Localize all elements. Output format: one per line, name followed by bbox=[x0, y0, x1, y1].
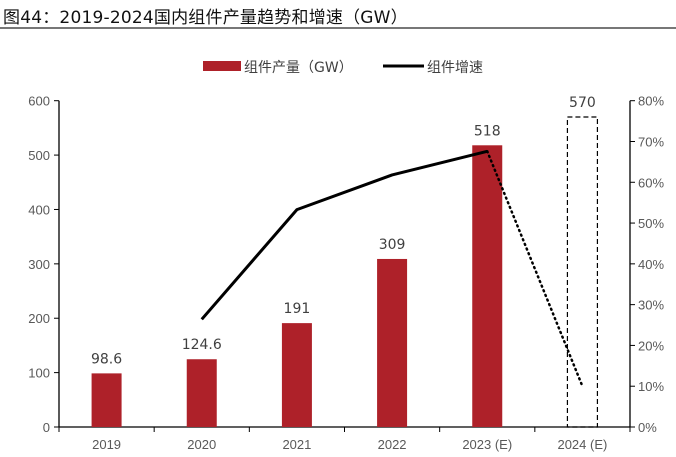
y-right-tick-label: 80% bbox=[638, 94, 664, 109]
legend-label-bar: 组件产量（GW） bbox=[244, 60, 353, 76]
y-right-tick-label: 0% bbox=[638, 420, 657, 435]
title-divider bbox=[0, 27, 676, 29]
y-right-tick-label: 70% bbox=[638, 134, 664, 149]
legend-label-line: 组件增速 bbox=[427, 60, 483, 76]
bar-forecast bbox=[566, 116, 599, 428]
y-left-tick-label: 100 bbox=[28, 366, 50, 381]
bar-data-label: 191 bbox=[284, 301, 311, 317]
bar bbox=[377, 258, 408, 427]
bar bbox=[281, 323, 312, 427]
bar bbox=[472, 145, 503, 428]
x-tick-label: 2020 bbox=[187, 437, 216, 452]
bar-data-label: 570 bbox=[569, 95, 596, 111]
chart-title: 图44：2019-2024国内组件产量趋势和增速（GW） bbox=[3, 8, 408, 28]
y-left-tick-label: 500 bbox=[28, 148, 50, 163]
y-left-tick-label: 300 bbox=[28, 257, 50, 272]
legend-swatch-bar bbox=[203, 61, 241, 71]
legend: 组件产量（GW） 组件增速 bbox=[203, 60, 483, 76]
y-right-tick-label: 10% bbox=[638, 379, 664, 394]
y-left-tick-label: 200 bbox=[28, 311, 50, 326]
bar-data-label: 124.6 bbox=[182, 337, 222, 353]
y-left-tick-label: 0 bbox=[43, 420, 50, 435]
y-right-tick-label: 60% bbox=[638, 175, 664, 190]
x-tick-label: 2023 (E) bbox=[462, 437, 512, 452]
y-right-tick-label: 50% bbox=[638, 216, 664, 231]
bar bbox=[91, 373, 122, 427]
bar bbox=[186, 359, 217, 427]
y-right-tick-label: 30% bbox=[638, 298, 664, 313]
x-tick-label: 2019 bbox=[92, 437, 121, 452]
x-tick-label: 2022 bbox=[378, 437, 407, 452]
growth-line-forecast bbox=[486, 150, 584, 388]
x-tick-label: 2021 bbox=[282, 437, 311, 452]
bar-data-label: 309 bbox=[379, 237, 406, 253]
bar-data-label: 98.6 bbox=[91, 351, 122, 367]
growth-line bbox=[200, 149, 488, 321]
y-left-tick-label: 400 bbox=[28, 202, 50, 217]
x-tick-label: 2024 (E) bbox=[557, 437, 607, 452]
y-right-tick-label: 20% bbox=[638, 338, 664, 353]
y-left-tick-label: 600 bbox=[28, 94, 50, 109]
bar-data-label: 518 bbox=[474, 123, 501, 139]
y-right-tick-label: 40% bbox=[638, 257, 664, 272]
